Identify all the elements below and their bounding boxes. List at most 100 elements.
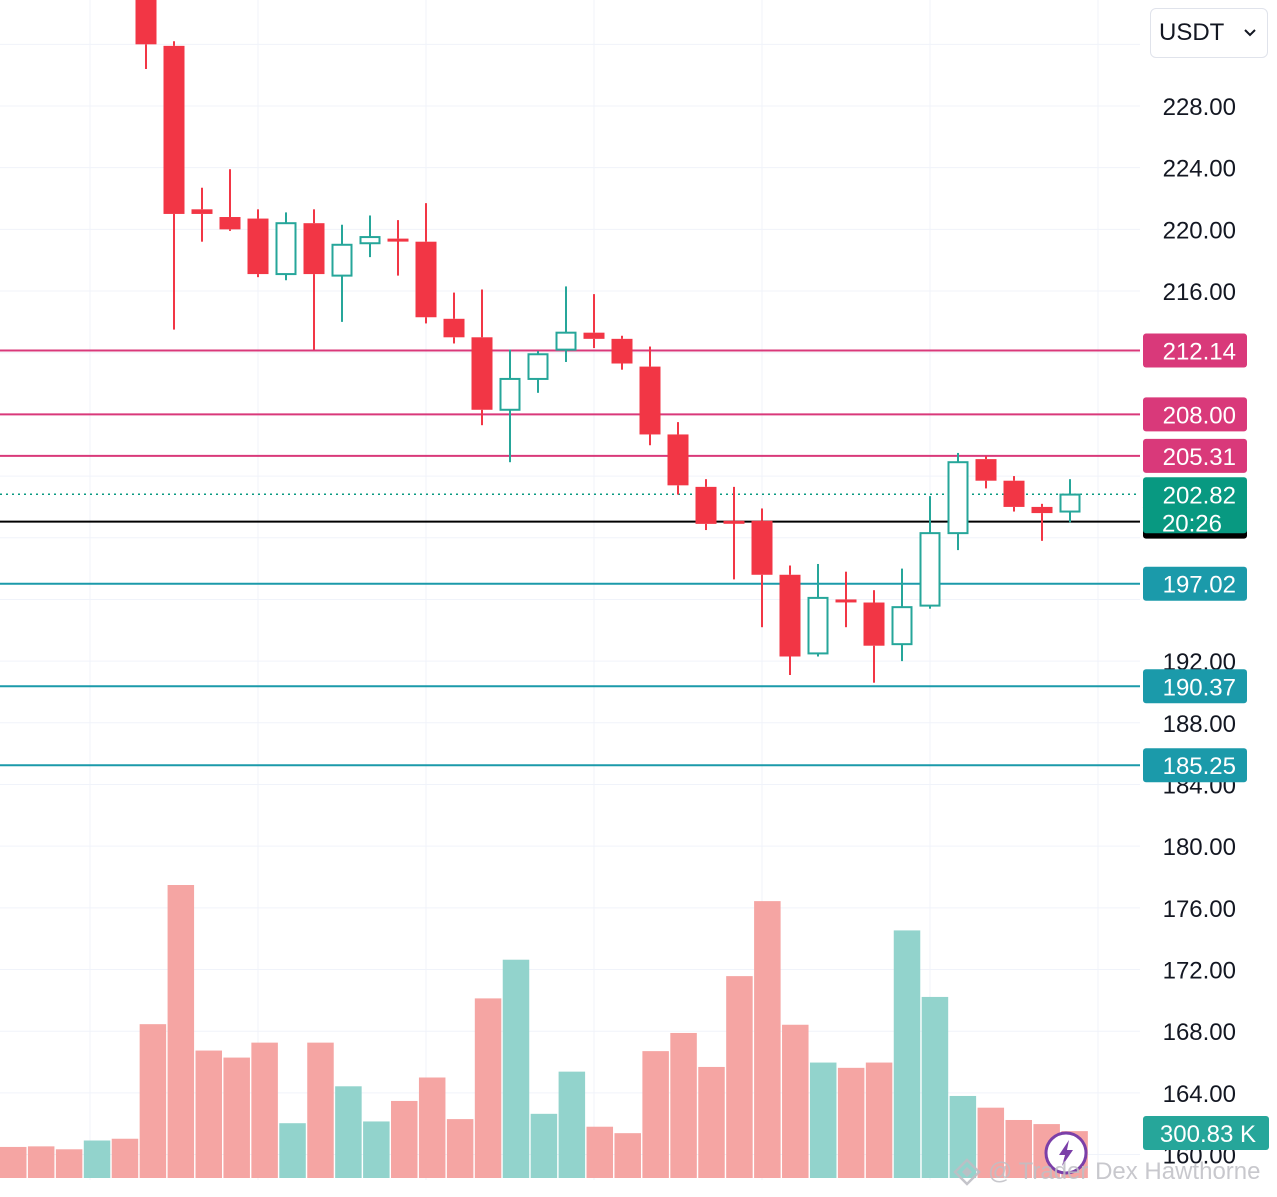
- candle: [639, 346, 661, 446]
- candle-body: [667, 434, 689, 486]
- last-price-text: 202.82: [1163, 482, 1236, 509]
- volume-bar: [921, 996, 949, 1178]
- candle-body: [807, 596, 829, 655]
- currency-select[interactable]: USDT: [1150, 8, 1268, 58]
- candle: [135, 0, 157, 69]
- volume-bar: [809, 1062, 837, 1178]
- volume-bar: [893, 930, 921, 1178]
- candle: [219, 169, 241, 231]
- volume-bar: [502, 959, 530, 1178]
- price-tick-label: 180.00: [1163, 834, 1236, 861]
- price-tick-label: 224.00: [1163, 156, 1236, 183]
- price-label-text: 197.02: [1163, 572, 1236, 599]
- lightning-icon[interactable]: [1043, 1130, 1089, 1176]
- candle-body: [1003, 480, 1025, 507]
- candle: [583, 294, 605, 349]
- candle-body: [1059, 493, 1081, 513]
- price-tick-label: 176.00: [1163, 896, 1236, 923]
- candle: [387, 220, 409, 276]
- price-tick-label: 164.00: [1163, 1081, 1236, 1108]
- candle: [919, 496, 941, 609]
- candle: [667, 422, 689, 495]
- candle: [191, 187, 213, 242]
- candle-body: [163, 45, 185, 214]
- candle-body: [695, 486, 717, 524]
- candle-body: [779, 574, 801, 657]
- volume-bar: [27, 1146, 55, 1178]
- volume-bar: [698, 1066, 725, 1178]
- volume-bar: [1005, 1119, 1032, 1178]
- candle: [443, 292, 465, 344]
- volume-bar: [614, 1133, 641, 1178]
- volume-bar: [279, 1123, 306, 1178]
- candle-body: [275, 222, 297, 276]
- candle: [527, 351, 549, 393]
- price-label-text: 205.31: [1163, 444, 1236, 471]
- volume-bar: [391, 1100, 418, 1178]
- volume-value-bg: [1143, 1116, 1269, 1150]
- price-tick-label: 216.00: [1163, 279, 1236, 306]
- candle: [975, 456, 997, 489]
- countdown-text: 20:26: [1162, 510, 1222, 537]
- price-lines: [0, 349, 1140, 767]
- candle-body: [723, 520, 745, 524]
- candle-body: [611, 338, 633, 364]
- candle-body: [415, 241, 437, 318]
- price-tick-label: 220.00: [1163, 217, 1236, 244]
- watermark-text: @ Trader Dex Hawthorne: [988, 1158, 1261, 1185]
- candle: [303, 209, 325, 350]
- price-labels: 212.14208.00205.31201.05197.02190.37185.…: [1143, 333, 1269, 1150]
- candle: [415, 203, 437, 324]
- candle: [751, 508, 773, 628]
- candle: [247, 209, 269, 278]
- candle-body: [751, 520, 773, 575]
- candle: [835, 571, 857, 628]
- candle: [163, 41, 185, 330]
- support-price-label: 185.25: [1143, 748, 1247, 783]
- candle-body: [135, 0, 157, 45]
- candle-body: [499, 377, 521, 411]
- watermark: @ Trader Dex Hawthorne: [952, 1155, 1274, 1189]
- volume-bar: [0, 1146, 27, 1178]
- candle-body: [527, 353, 549, 380]
- volume-bar: [530, 1113, 558, 1178]
- candle-body: [387, 238, 409, 242]
- candle: [695, 479, 717, 531]
- volume-bar: [307, 1042, 334, 1178]
- volume-bar: [167, 885, 195, 1178]
- volume-bar: [251, 1042, 278, 1178]
- candle-body: [583, 332, 605, 339]
- volume-bar: [586, 1126, 614, 1178]
- volume-bar: [139, 1024, 167, 1178]
- price-tick-label: 172.00: [1163, 958, 1236, 985]
- volume-value-text: 300.83 K: [1160, 1121, 1256, 1148]
- candle-body: [891, 606, 913, 646]
- price-label-text: 185.25: [1163, 753, 1236, 780]
- candle: [499, 349, 521, 463]
- currency-value: USDT: [1159, 19, 1225, 46]
- chevron-down-icon: [1244, 29, 1256, 37]
- candle: [331, 224, 353, 322]
- volume-bar: [754, 901, 781, 1178]
- candle-body: [247, 218, 269, 275]
- volume-bar: [670, 1032, 697, 1178]
- candle-body: [975, 459, 997, 481]
- support-price-label: 190.37: [1143, 669, 1247, 704]
- candle: [1031, 503, 1053, 541]
- resistance-price-label: 208.00: [1143, 397, 1247, 432]
- candle: [863, 590, 885, 683]
- candle-body: [471, 337, 493, 410]
- volume-bar: [223, 1057, 250, 1178]
- price-label-text: 190.37: [1163, 674, 1236, 701]
- volume-bar: [642, 1051, 669, 1178]
- volume-bar: [55, 1149, 83, 1178]
- volume-value-label: 300.83 K: [1143, 1116, 1269, 1150]
- candle: [1003, 476, 1025, 512]
- candle-body: [443, 318, 465, 338]
- last-price-label-bg: [1143, 477, 1247, 534]
- volume-bar: [474, 998, 502, 1178]
- candle-body: [555, 331, 577, 351]
- candle-body: [359, 236, 381, 245]
